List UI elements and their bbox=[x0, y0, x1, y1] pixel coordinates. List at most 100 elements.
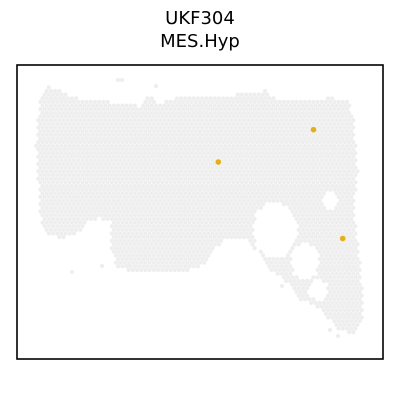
tissue-spot bbox=[213, 133, 217, 137]
tissue-spot bbox=[154, 111, 158, 115]
tissue-spot bbox=[145, 206, 149, 210]
tissue-spot bbox=[166, 213, 170, 217]
tissue-spot bbox=[318, 220, 322, 224]
tissue-spot bbox=[316, 100, 320, 104]
tissue-spot bbox=[278, 107, 282, 111]
tissue-spot bbox=[141, 133, 145, 137]
tissue-spot bbox=[355, 315, 359, 319]
tissue-spot bbox=[51, 224, 55, 228]
tissue-spot bbox=[85, 122, 89, 126]
tissue-spot bbox=[250, 147, 254, 151]
tissue-spot bbox=[208, 220, 212, 224]
tissue-spot bbox=[332, 246, 336, 250]
tissue-spot bbox=[74, 191, 78, 195]
tissue-spot bbox=[292, 177, 296, 181]
tissue-spot bbox=[244, 209, 248, 213]
tissue-spot bbox=[171, 169, 175, 173]
tissue-spot bbox=[175, 206, 179, 210]
tissue-spot bbox=[70, 184, 74, 188]
tissue-spot bbox=[59, 151, 63, 155]
tissue-spot bbox=[164, 231, 168, 235]
tissue-spot bbox=[78, 199, 82, 203]
tissue-spot bbox=[274, 122, 278, 126]
tissue-spot bbox=[227, 202, 231, 206]
tissue-spot bbox=[156, 166, 160, 170]
tissue-spot bbox=[217, 111, 221, 115]
tissue-spot bbox=[192, 242, 196, 246]
tissue-spot bbox=[131, 158, 135, 162]
tissue-spot bbox=[135, 231, 139, 235]
tissue-spot bbox=[135, 144, 139, 148]
tissue-spot bbox=[108, 140, 112, 144]
tissue-spot bbox=[278, 188, 282, 192]
highlighted-spot-2 bbox=[311, 127, 317, 133]
tissue-spot bbox=[332, 122, 336, 126]
tissue-spot bbox=[143, 114, 147, 118]
tissue-spot bbox=[177, 239, 181, 243]
tissue-spot bbox=[229, 228, 233, 232]
tissue-spot bbox=[127, 268, 131, 272]
tissue-spot bbox=[330, 279, 334, 283]
tissue-spot bbox=[261, 144, 265, 148]
tissue-spot bbox=[145, 250, 149, 254]
tissue-spot bbox=[208, 111, 212, 115]
tissue-spot bbox=[173, 195, 177, 199]
tissue-spot bbox=[358, 261, 362, 265]
tissue-spot bbox=[318, 147, 322, 151]
tissue-spot bbox=[334, 242, 338, 246]
tissue-spot bbox=[261, 180, 265, 184]
tissue-spot bbox=[274, 166, 278, 170]
tissue-spot bbox=[53, 89, 57, 93]
tissue-spot bbox=[43, 195, 47, 199]
tissue-spot bbox=[248, 217, 252, 221]
tissue-spot bbox=[253, 246, 257, 250]
tissue-spot bbox=[202, 224, 206, 228]
tissue-spot bbox=[131, 261, 135, 265]
tissue-spot bbox=[204, 162, 208, 166]
tissue-spot bbox=[341, 261, 345, 265]
tissue-spot bbox=[194, 166, 198, 170]
tissue-spot bbox=[87, 191, 91, 195]
tissue-spot bbox=[322, 242, 326, 246]
tissue-spot bbox=[305, 140, 309, 144]
tissue-spot bbox=[227, 217, 231, 221]
tissue-spot bbox=[43, 188, 47, 192]
tissue-spot bbox=[353, 158, 357, 162]
tissue-spot bbox=[198, 129, 202, 133]
tissue-spot bbox=[286, 195, 290, 199]
tissue-spot bbox=[181, 144, 185, 148]
tissue-spot bbox=[305, 191, 309, 195]
tissue-spot bbox=[187, 125, 191, 129]
tissue-spot bbox=[271, 169, 275, 173]
tissue-spot bbox=[332, 261, 336, 265]
tissue-spot bbox=[53, 162, 57, 166]
tissue-spot bbox=[339, 155, 343, 159]
tissue-spot bbox=[38, 166, 42, 170]
tissue-spot bbox=[93, 166, 97, 170]
tissue-spot bbox=[118, 180, 122, 184]
tissue-spot bbox=[76, 100, 80, 104]
tissue-spot bbox=[143, 100, 147, 104]
tissue-spot bbox=[106, 100, 110, 104]
tissue-spot bbox=[59, 158, 63, 162]
tissue-spot bbox=[93, 188, 97, 192]
tissue-spot bbox=[324, 151, 328, 155]
tissue-spot bbox=[171, 235, 175, 239]
tissue-spot bbox=[343, 206, 347, 210]
tissue-spot bbox=[219, 129, 223, 133]
tissue-spot bbox=[299, 283, 303, 287]
tissue-spot bbox=[122, 246, 126, 250]
tissue-spot bbox=[175, 213, 179, 217]
tissue-spot bbox=[229, 184, 233, 188]
tissue-spot bbox=[326, 235, 330, 239]
tissue-spot bbox=[61, 220, 65, 224]
tissue-spot bbox=[244, 217, 248, 221]
tissue-spot bbox=[93, 151, 97, 155]
tissue-spot bbox=[55, 158, 59, 162]
tissue-spot bbox=[156, 246, 160, 250]
tissue-spot bbox=[324, 188, 328, 192]
tissue-spot bbox=[276, 199, 280, 203]
tissue-spot bbox=[82, 155, 86, 159]
tissue-spot bbox=[204, 147, 208, 151]
tissue-spot bbox=[200, 242, 204, 246]
